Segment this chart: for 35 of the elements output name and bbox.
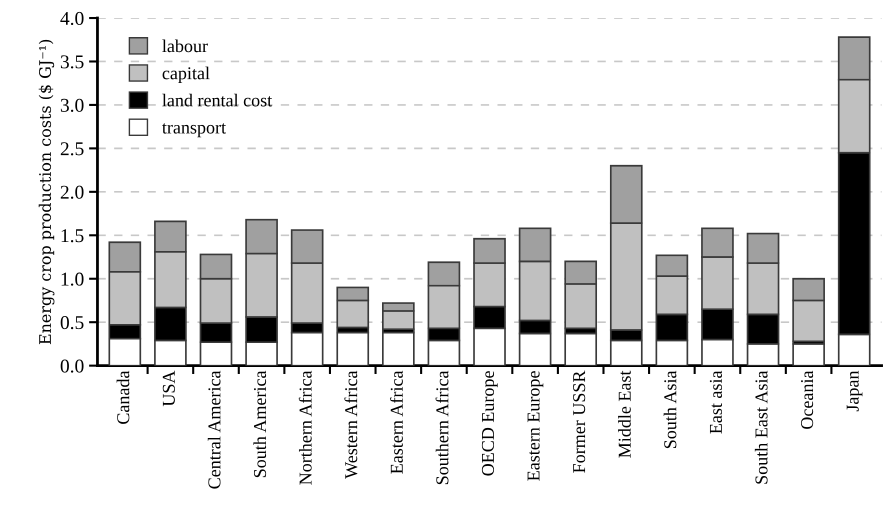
legend-label: transport bbox=[162, 123, 226, 138]
x-tick-label: South East Asia bbox=[754, 370, 768, 484]
y-tick-label: 1.5 bbox=[62, 229, 84, 242]
y-tick-label: 1.0 bbox=[62, 272, 84, 286]
x-tick-label: Western Africa bbox=[344, 370, 358, 479]
x-tick-label: Canada bbox=[116, 370, 130, 424]
bar bbox=[382, 332, 415, 366]
y-axis-title: Energy crop production costs ($ GJ⁻¹) bbox=[38, 40, 54, 344]
x-tick-label: South Asia bbox=[664, 370, 676, 448]
y-tick-label: 2.0 bbox=[60, 186, 84, 199]
y-tick-label: 2.5 bbox=[60, 142, 84, 156]
y-tick-label: 0.5 bbox=[60, 316, 84, 330]
bar bbox=[792, 343, 825, 366]
x-tick-label: USA bbox=[162, 370, 175, 406]
x-tick-label: Middle East bbox=[618, 370, 631, 458]
x-tick-label: Oceania bbox=[801, 370, 814, 429]
bar bbox=[336, 332, 370, 366]
x-tick-label: OECD Europe bbox=[482, 371, 498, 476]
x-tick-label: Eastern Africa bbox=[390, 370, 403, 474]
y-tick-label: 0.0 bbox=[60, 359, 84, 373]
y-tick-label: 3.5 bbox=[60, 55, 84, 68]
legend-label: land rental cost bbox=[162, 94, 272, 106]
legend-label: labour bbox=[162, 39, 208, 52]
x-tick-label: East asia bbox=[710, 370, 722, 434]
x-tick-label: Japan bbox=[846, 370, 862, 412]
legend-label: capital bbox=[162, 66, 210, 83]
x-tick-label: Northern Africa bbox=[298, 370, 312, 485]
y-tick-label: 3.0 bbox=[60, 98, 84, 112]
x-tick-label: Former USSR bbox=[573, 370, 586, 473]
x-tick-label: Southern Africa bbox=[436, 370, 448, 484]
x-tick-label: Central America bbox=[208, 370, 221, 489]
bar bbox=[564, 332, 598, 366]
y-tick-label: 4.0 bbox=[60, 12, 84, 26]
x-tick-label: South America bbox=[253, 370, 266, 478]
x-tick-label: Eastern Europe bbox=[528, 371, 544, 481]
